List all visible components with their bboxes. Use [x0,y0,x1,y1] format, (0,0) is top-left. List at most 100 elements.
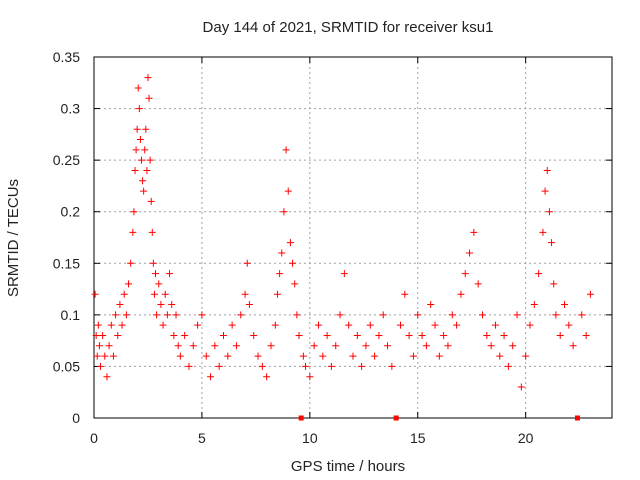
y-tick-label: 0.05 [53,358,80,374]
data-point [168,301,176,309]
data-point [448,311,456,319]
data-point [522,352,530,360]
data-gap-marker [298,415,304,421]
data-point [470,228,478,236]
data-point [152,270,160,278]
y-tick-label: 0.25 [53,152,80,168]
data-point [295,331,303,339]
data-point [189,342,197,350]
data-point [136,136,144,144]
y-tick-label: 0.1 [61,307,81,323]
data-gap-marker [393,415,399,421]
data-point [220,331,227,339]
data-point [384,342,392,350]
data-point [418,331,426,339]
data-point [453,321,461,329]
data-point [323,331,331,339]
y-tick-label: 0.15 [53,255,80,271]
data-point [282,146,290,154]
data-point [362,342,370,350]
data-point [310,342,318,350]
data-point [202,352,210,360]
data-point [550,280,558,288]
data-point [358,362,366,370]
data-point [401,290,409,298]
data-point [332,342,340,350]
data-point [166,270,174,278]
data-point [319,352,327,360]
data-point [541,187,549,195]
data-point [145,94,153,102]
data-point [280,208,288,216]
data-point [250,331,258,339]
data-point [211,342,219,350]
axes [93,56,613,419]
data-point [582,331,590,339]
data-point [243,259,251,267]
chart-title: Day 144 of 2021, SRMTID for receiver ksu… [203,19,494,36]
data-point [181,331,189,339]
y-tick-label: 0.35 [53,49,80,65]
data-point [578,311,586,319]
data-point [207,373,215,381]
data-point [504,362,512,370]
data-point [163,311,171,319]
data-point [194,321,202,329]
data-point [513,311,521,319]
data-point [552,311,560,319]
data-point [435,352,443,360]
x-tick-label: 5 [198,430,206,446]
data-points [91,74,594,391]
grid-lines [94,57,612,418]
data-gap-markers [298,415,580,421]
data-point [556,331,564,339]
data-point [302,362,310,370]
data-point [232,342,240,350]
data-point [526,321,534,329]
data-point [487,342,495,350]
data-point [157,301,165,309]
y-tick-label: 0 [72,410,80,426]
x-axis-label: GPS time / hours [291,458,405,475]
data-point [345,321,353,329]
data-point [291,280,299,288]
data-point [112,311,120,319]
data-point [273,290,281,298]
data-point [409,352,417,360]
data-point [153,311,161,319]
data-point [95,342,103,350]
data-point [134,84,142,92]
data-point [535,270,543,278]
data-point [245,301,253,309]
data-point [258,362,266,370]
data-point [422,342,430,350]
data-gap-marker [574,415,580,421]
data-point [293,311,301,319]
data-point [228,321,236,329]
data-point [375,331,383,339]
data-point [457,290,465,298]
data-point [185,362,193,370]
data-point [496,352,504,360]
data-point [276,270,284,278]
data-point [405,331,413,339]
y-axis-label: SRMTID / TECUs [5,179,22,297]
data-point [107,321,115,329]
data-point [120,290,128,298]
data-point [306,373,314,381]
data-point [427,301,435,309]
data-point [146,156,154,164]
data-point [147,197,155,205]
data-point [135,105,143,113]
data-point [396,321,404,329]
data-point [353,331,361,339]
data-point [131,166,139,174]
data-point [101,352,109,360]
data-point [148,228,156,236]
data-point [271,321,279,329]
data-point [140,187,148,195]
data-point [263,373,271,381]
data-point [132,146,140,154]
data-point [144,74,152,82]
